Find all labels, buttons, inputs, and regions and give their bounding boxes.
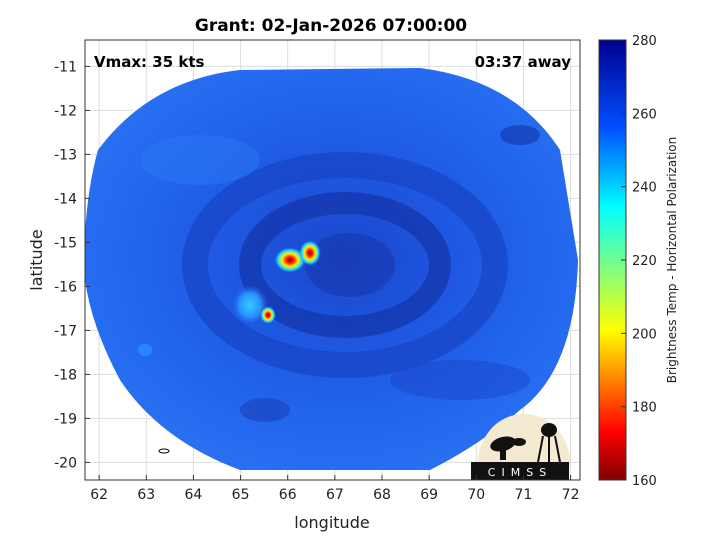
x-tick-label: 70	[467, 487, 485, 503]
vmax-label: Vmax: 35 kts	[94, 53, 204, 71]
y-axis-label: latitude	[27, 229, 46, 290]
x-tick-label: 66	[279, 487, 297, 503]
y-axis: -11 -12 -13 -14 -15 -16 -17 -18 -19 -20	[54, 59, 90, 471]
colorbar-tick-label: 240	[632, 181, 657, 196]
y-tick-label: -17	[54, 323, 77, 339]
y-tick-label: -14	[54, 191, 77, 207]
water-tower-icon	[537, 423, 561, 463]
colorbar-tick-label: 200	[632, 327, 657, 342]
time-away-label: 03:37 away	[475, 53, 572, 71]
x-axis: 62 63 64 65 66 67 68 69 70 71 72	[90, 475, 579, 503]
y-tick-label: -20	[54, 455, 77, 471]
spiral-band-outer	[182, 152, 508, 378]
cloud-field-north	[140, 135, 260, 185]
x-tick-label: 64	[185, 487, 203, 503]
colorbar-tick-label: 260	[632, 107, 657, 122]
radar-dish-icon	[490, 436, 526, 460]
y-tick-label: -19	[54, 411, 77, 427]
island-outline	[158, 448, 170, 454]
isolated-cell	[138, 344, 152, 356]
eye-region	[305, 233, 395, 297]
x-tick-label: 68	[373, 487, 391, 503]
colorbar-tick-label: 160	[632, 474, 657, 489]
x-tick-label: 62	[90, 487, 108, 503]
plot-frame	[84, 39, 581, 481]
x-tick-label: 72	[562, 487, 580, 503]
logo-text: CIMSS	[488, 466, 552, 479]
x-tick-label: 69	[420, 487, 438, 503]
y-tick-label: -12	[54, 103, 77, 119]
x-tick-label: 71	[515, 487, 533, 503]
colorbar-tick-label: 220	[632, 254, 657, 269]
convection-core-east	[299, 240, 321, 266]
convection-cell-south	[232, 285, 268, 325]
swath-image	[85, 68, 578, 470]
x-tick-label: 65	[232, 487, 250, 503]
x-axis-label: longitude	[294, 513, 369, 532]
colorbar-tick-label: 280	[632, 34, 657, 49]
spiral-band-inner	[239, 192, 451, 338]
cold-patch-ne	[500, 125, 540, 145]
y-tick-label: -15	[54, 235, 77, 251]
y-tick-label: -13	[54, 147, 77, 163]
colorbar-tick-label: 180	[632, 401, 657, 416]
y-tick-label: -16	[54, 279, 77, 295]
colorbar-ticks: 280 260 240 220 200 180 160	[621, 34, 657, 489]
rain-band-south	[390, 360, 530, 400]
y-tick-label: -11	[54, 59, 77, 75]
convection-core-west	[274, 247, 306, 273]
colorbar-label: Brightness Temp - Horizontal Polarizatio…	[665, 137, 679, 384]
convection-core-south	[260, 306, 276, 324]
cimss-logo: CIMSS	[471, 414, 570, 480]
x-tick-label: 67	[326, 487, 344, 503]
y-tick-label: -18	[54, 367, 77, 383]
x-tick-label: 63	[137, 487, 155, 503]
cold-patch-sw	[240, 398, 290, 422]
plot-title: Grant: 02-Jan-2026 07:00:00	[195, 16, 467, 36]
